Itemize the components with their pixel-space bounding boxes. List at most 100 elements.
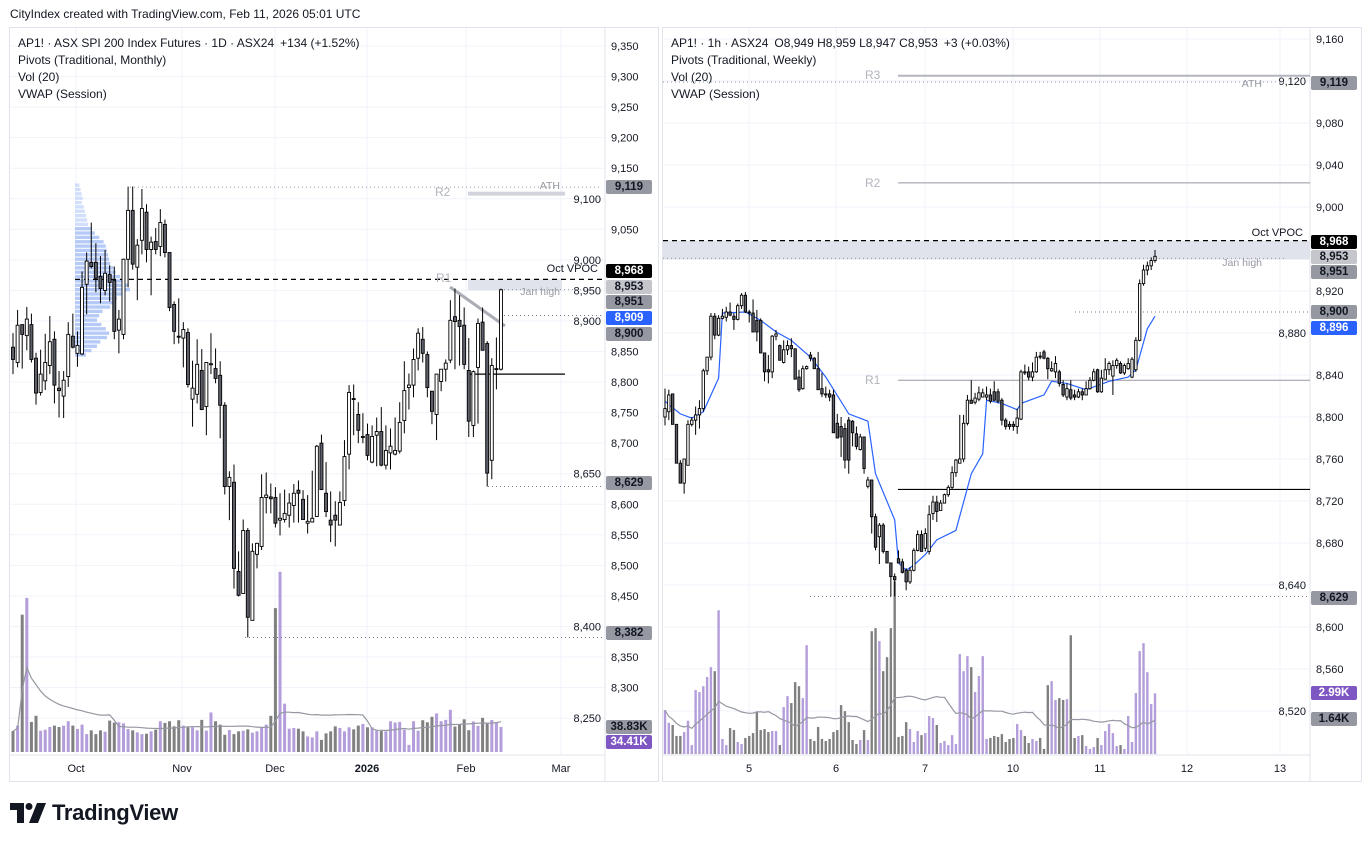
price-tick-label: 8,900: [573, 316, 601, 328]
price-tag: 8,900: [1311, 305, 1357, 319]
candle-down: [34, 357, 38, 394]
volume-bar: [89, 730, 93, 752]
daily-chart-panel[interactable]: [9, 27, 659, 782]
price-tag: 1.64K: [1311, 712, 1357, 726]
candle-up: [1111, 365, 1115, 377]
symbol-title[interactable]: AP1! · 1h · ASX24: [671, 36, 769, 50]
volume-profile-row: [75, 292, 124, 296]
volume-bar: [485, 723, 489, 752]
indicator-pivots[interactable]: Pivots (Traditional, Weekly): [671, 53, 817, 67]
price-tag: 8,951: [1311, 265, 1357, 279]
volume-bar: [832, 732, 835, 754]
price-tick-label: 9,080: [1316, 118, 1344, 130]
volume-profile-row: [75, 353, 86, 357]
hourly-chart-legend: AP1! · 1h · ASX24 O8,949 H8,959 L8,947 C8…: [671, 35, 1010, 103]
volume-bar: [186, 727, 190, 752]
candle-up: [785, 345, 790, 351]
volume-bar: [112, 722, 116, 752]
candle-up: [255, 542, 259, 555]
time-axis-label: 10: [1007, 763, 1019, 775]
volume-bar: [1146, 672, 1149, 754]
indicator-volume[interactable]: Vol (20): [671, 70, 713, 84]
candle-up: [402, 390, 407, 421]
candle-down: [762, 352, 767, 373]
candle-down: [1027, 371, 1031, 378]
price-tick-label: 9,300: [611, 72, 639, 84]
volume-bar: [301, 731, 305, 752]
candle-up: [135, 244, 140, 268]
candle-down: [167, 252, 172, 308]
candle-down: [1080, 391, 1084, 396]
volume-profile-row: [75, 301, 114, 305]
volume-bar: [85, 734, 89, 752]
candle-up: [736, 305, 740, 320]
volume-profile-row: [75, 200, 82, 205]
volume-bar: [103, 731, 107, 752]
volume-bar: [824, 741, 827, 754]
volume-bar: [993, 735, 996, 754]
candle-down: [232, 481, 236, 569]
volume-bar: [11, 731, 15, 752]
volume-bar: [20, 614, 24, 752]
volume-bar: [204, 730, 208, 752]
volume-bar: [425, 722, 429, 752]
volume-bar: [836, 730, 839, 754]
candle-up: [360, 435, 365, 438]
volume-bar: [1019, 730, 1023, 754]
volume-bar: [843, 711, 847, 754]
candle-down: [1095, 369, 1100, 393]
candle-up: [116, 318, 121, 331]
candle-up: [121, 258, 126, 335]
candle-up: [411, 358, 416, 386]
volume-bar: [732, 730, 736, 754]
volume-bar: [874, 628, 877, 754]
volume-bar: [1054, 700, 1057, 754]
candle-up: [977, 392, 981, 400]
time-axis-label: 6: [833, 763, 839, 775]
candle-down: [847, 419, 851, 461]
candle-down: [816, 368, 820, 391]
volume-bar: [1100, 745, 1103, 754]
candle-down: [843, 428, 847, 461]
indicator-vwap[interactable]: VWAP (Session): [671, 87, 760, 101]
volume-bar: [740, 744, 743, 754]
candle-down: [328, 519, 333, 526]
indicator-vwap[interactable]: VWAP (Session): [18, 87, 107, 101]
volume-bar: [209, 712, 213, 752]
volume-bar: [57, 727, 61, 752]
candle-up: [1107, 363, 1111, 371]
hourly-chart-panel[interactable]: [662, 27, 1362, 782]
volume-profile-row: [75, 240, 104, 244]
volume-profile-row: [75, 196, 83, 200]
candle-up: [75, 344, 80, 354]
candle-up: [448, 319, 453, 361]
candle-down: [199, 369, 204, 410]
candle-down: [896, 558, 901, 564]
candle-up: [241, 530, 246, 594]
price-tick-label: 8,560: [1316, 664, 1344, 676]
daily-chart: 9,350 9,300 9,250 9,200 9,150 9,100 9,050 9,000…: [9, 28, 639, 781]
candle-up: [716, 317, 721, 336]
volume-bar: [375, 730, 379, 752]
candle-up: [24, 318, 29, 337]
volume-bar: [227, 730, 231, 752]
symbol-title[interactable]: AP1! · ASX SPI 200 Index Futures · 1D · …: [18, 36, 275, 50]
price-tick-label: 9,040: [1316, 160, 1344, 172]
candle-down: [162, 223, 167, 253]
candle-up: [374, 431, 379, 436]
volume-profile-row: [75, 235, 100, 240]
volume-bar: [398, 721, 402, 752]
candle-down: [420, 338, 425, 354]
candle-down: [222, 404, 227, 487]
volume-bar: [39, 730, 43, 752]
volume-bar: [1038, 737, 1042, 754]
candle-down: [1038, 355, 1042, 358]
volume-bar: [1058, 698, 1061, 754]
candle-up: [406, 384, 411, 388]
indicator-volume[interactable]: Vol (20): [18, 70, 60, 84]
candle-up: [954, 459, 958, 474]
indicator-pivots[interactable]: Pivots (Traditional, Monthly): [18, 53, 167, 67]
volume-bar: [338, 728, 342, 752]
volume-bar: [246, 729, 250, 752]
